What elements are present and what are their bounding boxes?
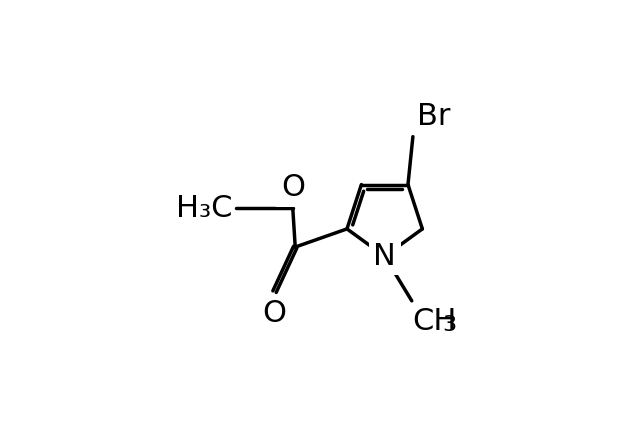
Text: 3: 3	[443, 315, 457, 335]
Text: O: O	[281, 173, 305, 202]
Text: H₃C: H₃C	[176, 193, 232, 223]
Text: Br: Br	[417, 102, 451, 130]
Text: CH: CH	[412, 307, 456, 336]
Text: O: O	[262, 299, 287, 328]
Text: N: N	[373, 242, 396, 271]
